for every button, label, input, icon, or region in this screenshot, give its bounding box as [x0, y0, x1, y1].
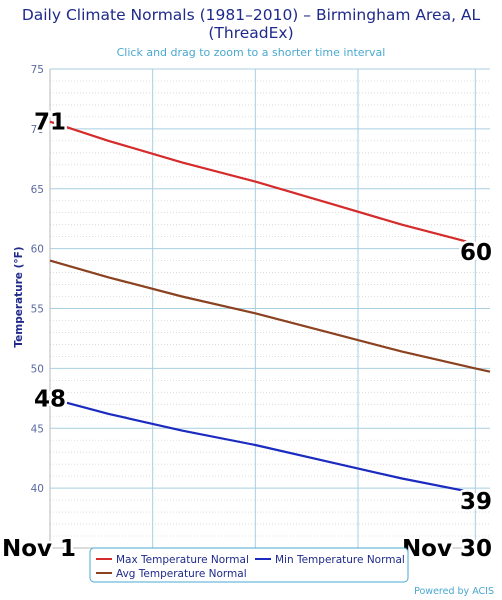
series-lines[interactable] — [49, 120, 491, 494]
callout-label: 71 — [34, 110, 66, 136]
avg-temperature-line[interactable] — [49, 259, 491, 373]
legend[interactable]: Max Temperature Normal Min Temperature No… — [89, 547, 409, 583]
legend-box — [89, 547, 409, 583]
chart-subtitle: Click and drag to zoom to a shorter time… — [117, 46, 386, 59]
callout-label: 60 — [460, 240, 492, 266]
y-tick-label: 70 — [31, 124, 44, 136]
grid — [50, 68, 490, 549]
y-tick-label: 55 — [31, 304, 44, 316]
callout-label: Nov 30 — [402, 536, 492, 562]
y-tick-label: 65 — [31, 184, 44, 196]
y-tick-label: 60 — [31, 244, 44, 256]
legend-item-max-label[interactable]: Max Temperature Normal — [116, 554, 249, 566]
credit-text[interactable]: Powered by ACIS — [414, 586, 494, 597]
min-temperature-line[interactable] — [49, 397, 476, 494]
y-tick-label: 75 — [31, 64, 44, 76]
y-axis-label: Temperature (°F) — [13, 246, 25, 347]
y-tick-label: 35 — [31, 543, 44, 555]
y-tick-label: 50 — [31, 363, 44, 375]
legend-item-min-label[interactable]: Min Temperature Normal — [275, 554, 405, 566]
legend-item-avg-label[interactable]: Avg Temperature Normal — [116, 568, 247, 580]
callout-label: 48 — [34, 386, 66, 412]
chart-title-line2: (ThreadEx) — [208, 24, 293, 42]
callout-label: Nov 1 — [2, 536, 76, 562]
max-temperature-line[interactable] — [49, 120, 476, 245]
y-tick-label: 40 — [31, 483, 44, 495]
annotations: 71 60 48 39 Nov 1 Nov 30 — [0, 107, 495, 564]
callout-label: 39 — [460, 489, 492, 515]
y-tick-label: 45 — [31, 423, 44, 435]
chart-title: Daily Climate Normals (1981–2010) – Birm… — [22, 6, 481, 24]
